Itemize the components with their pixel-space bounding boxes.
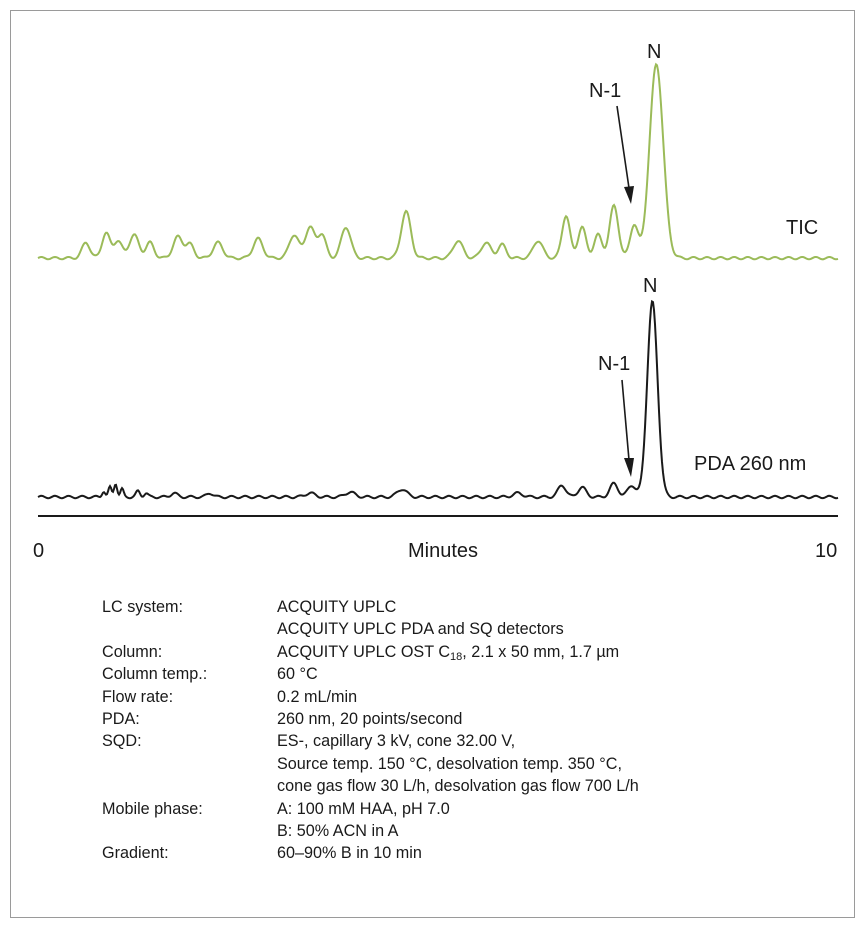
condition-row-gradient: Gradient: 60–90% B in 10 min — [102, 842, 639, 864]
condition-row-mobile-2: B: 50% ACN in A — [102, 820, 639, 842]
pda-peak-n1-arrowhead — [624, 458, 634, 477]
condition-key: Flow rate: — [102, 687, 174, 706]
pda-peak-n-label: N — [643, 275, 657, 297]
chromatogram-chart: 0 10 Minutes TIC PDA 260 nm N N-1 N N-1 — [33, 41, 839, 562]
condition-value: ACQUITY UPLC — [277, 598, 397, 616]
x-tick-label-max: 10 — [815, 540, 837, 562]
condition-value: ES-, capillary 3 kV, cone 32.00 V, — [277, 732, 516, 751]
condition-row-lc-detectors: ACQUITY UPLC PDA and SQ detectors — [102, 618, 639, 640]
condition-row-column: Column: ACQUITY UPLC OST C18, 2.1 x 50 m… — [102, 641, 639, 663]
method-conditions: LC system: ACQUITY UPLC ACQUITY UPLC PDA… — [102, 596, 639, 865]
condition-row-sqd-3: cone gas flow 30 L/h, desolvation gas fl… — [102, 775, 639, 797]
condition-key: LC system: — [102, 598, 183, 616]
x-axis-title: Minutes — [408, 540, 478, 562]
condition-key: Column: — [102, 642, 163, 661]
pda-series-label: PDA 260 nm — [694, 453, 806, 475]
pda-trace — [37, 299, 839, 500]
condition-value: ACQUITY UPLC OST C18, 2.1 x 50 mm, 1.7 µ… — [277, 642, 620, 663]
condition-value: 260 nm, 20 points/second — [277, 710, 463, 729]
condition-row-sqd-2: Source temp. 150 °C, desolvation temp. 3… — [102, 753, 639, 775]
tic-peak-n-label: N — [647, 41, 661, 63]
condition-key: Gradient: — [102, 844, 169, 863]
condition-row-lc: LC system: ACQUITY UPLC — [102, 596, 639, 618]
condition-row-temp: Column temp.: 60 °C — [102, 663, 639, 685]
condition-key: PDA: — [102, 710, 140, 729]
tic-peak-n1-arrowhead — [624, 186, 634, 204]
condition-row-pda: PDA: 260 nm, 20 points/second — [102, 708, 639, 730]
condition-row-sqd: SQD: ES-, capillary 3 kV, cone 32.00 V, — [102, 730, 639, 752]
condition-row-flow: Flow rate: 0.2 mL/min — [102, 686, 639, 708]
tic-series-label: TIC — [786, 217, 818, 239]
condition-value: 0.2 mL/min — [277, 687, 358, 706]
condition-key: SQD: — [102, 732, 142, 751]
tic-trace — [37, 62, 839, 261]
condition-value: Source temp. 150 °C, desolvation temp. 3… — [277, 754, 622, 773]
tic-peak-n1-arrow — [616, 105, 630, 189]
condition-value: ACQUITY UPLC PDA and SQ detectors — [277, 620, 564, 639]
condition-value: B: 50% ACN in A — [277, 822, 399, 841]
condition-value: cone gas flow 30 L/h, desolvation gas fl… — [277, 777, 639, 796]
condition-value: A: 100 mM HAA, pH 7.0 — [277, 799, 450, 818]
pda-peak-n1-label: N-1 — [598, 353, 630, 375]
pda-peak-n1-arrow — [621, 379, 630, 461]
tic-peak-n1-label: N-1 — [589, 80, 621, 102]
condition-row-mobile: Mobile phase: A: 100 mM HAA, pH 7.0 — [102, 798, 639, 820]
condition-key: Mobile phase: — [102, 799, 203, 818]
x-tick-label-min: 0 — [33, 540, 44, 562]
condition-value: 60–90% B in 10 min — [277, 844, 422, 863]
figure-frame — [10, 10, 855, 918]
condition-value: 60 °C — [277, 665, 318, 684]
condition-key: Column temp.: — [102, 665, 208, 684]
